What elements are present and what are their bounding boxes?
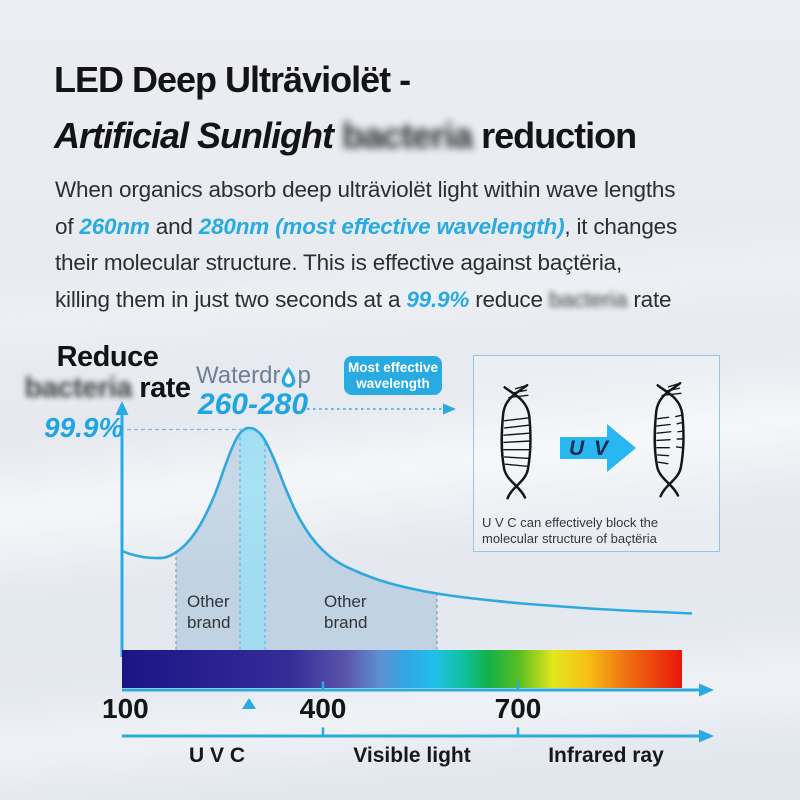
- y-axis-rate-word: rate: [131, 372, 191, 404]
- peak-wavelength-marker-icon: [242, 698, 256, 709]
- uv-arrow-label: U V: [569, 437, 610, 460]
- page-title: LED Deep Ulträviolët - Artificial Sunlig…: [54, 52, 637, 164]
- intro-paragraph: When organics absorb deep ulträviolët li…: [55, 177, 678, 312]
- wavelength-axis-arrow-icon: [699, 683, 714, 697]
- x-tick-400: 400: [299, 693, 347, 724]
- waterdrop-icon: [282, 367, 296, 388]
- uv-arrow-icon: U V: [560, 424, 636, 472]
- band-label-infrared-ray: Infrared ray: [548, 744, 664, 767]
- dna-helix-broken-icon: [653, 381, 685, 498]
- dna-helix-intact-icon: [500, 383, 532, 500]
- band-axis-arrow-icon: [699, 729, 714, 743]
- title-blurred-word: bacteria: [342, 115, 473, 156]
- other-brand-region-label: Other brand: [324, 592, 368, 632]
- light-spectrum-bar: [122, 650, 682, 688]
- waterdrop-logo-text-post: p: [297, 362, 311, 389]
- band-label-uvc: U V C: [188, 744, 246, 767]
- x-tick-100: 100: [102, 693, 149, 724]
- peak-value-label: 99.9%: [44, 412, 124, 443]
- callout-line2: wavelength: [356, 376, 430, 391]
- other-brand-region-label: Other brand: [187, 592, 231, 632]
- y-axis-blurred-word: bacteria: [24, 372, 133, 404]
- y-axis-label-line1: Reduce: [56, 341, 159, 373]
- band-label-visible-light: Visible light: [353, 744, 471, 767]
- y-axis-label: Reduce bacteria rate: [0, 342, 215, 404]
- title-line-2: Artificial Sunlight bacteria reduction: [54, 108, 637, 164]
- title-reduction: reduction: [481, 115, 637, 156]
- callout-line1: Most effective: [347, 360, 439, 375]
- waterdrop-logo-text-pre: Waterdr: [196, 362, 281, 389]
- callout-arrowhead-icon: [443, 403, 456, 415]
- y-axis-label-line2: bacteria rate: [0, 373, 215, 404]
- title-line-1: LED Deep Ulträviolët -: [54, 59, 411, 100]
- peak-range-label: 260-280: [197, 388, 309, 421]
- most-effective-wavelength-callout: Most effective wavelength: [344, 356, 442, 395]
- title-artificial-sunlight: Artificial Sunlight: [54, 115, 334, 156]
- uv-dna-panel: U V U V C can effectively block the mole…: [473, 355, 720, 552]
- waterdrop-logo: Waterdr p: [196, 362, 311, 390]
- dna-panel-caption: U V C can effectively block the molecula…: [482, 515, 659, 546]
- x-tick-700: 700: [494, 693, 542, 724]
